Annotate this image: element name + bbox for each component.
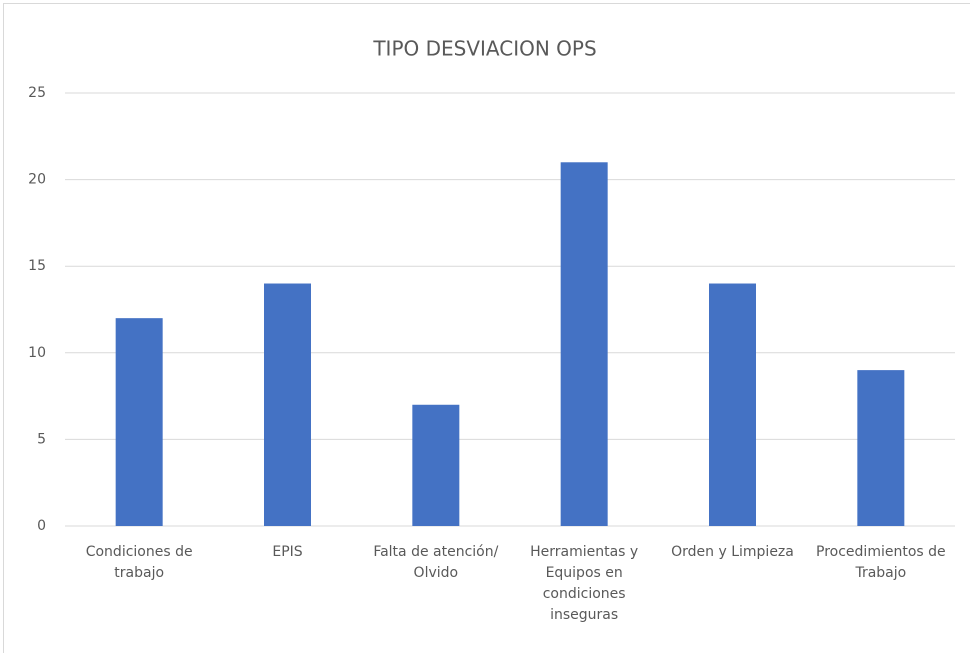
bar [412,404,460,526]
x-tick-label: Herramientas y Equipos en condiciones in… [530,544,639,623]
x-tick-label: Orden y Limpieza [671,544,794,560]
y-tick-label: 0 [37,518,46,534]
x-tick-label: EPIS [272,544,303,560]
bar [560,162,608,526]
x-tick-label: Condiciones de trabajo [85,544,193,581]
x-tick-label: Procedimientos de Trabajo [816,544,946,581]
y-tick-label: 10 [28,345,46,361]
bar [709,283,756,526]
bar [857,370,905,526]
y-tick-label: 20 [28,172,46,188]
chart-frame [3,3,970,653]
x-tick-label: Falta de atención/ Olvido [373,544,499,581]
y-tick-label: 25 [28,85,46,101]
y-tick-label: 15 [28,258,46,274]
y-tick-label: 5 [37,431,46,447]
chart-title: TIPO DESVIACION OPS [372,37,596,61]
bar [115,318,163,526]
bar [264,283,311,526]
